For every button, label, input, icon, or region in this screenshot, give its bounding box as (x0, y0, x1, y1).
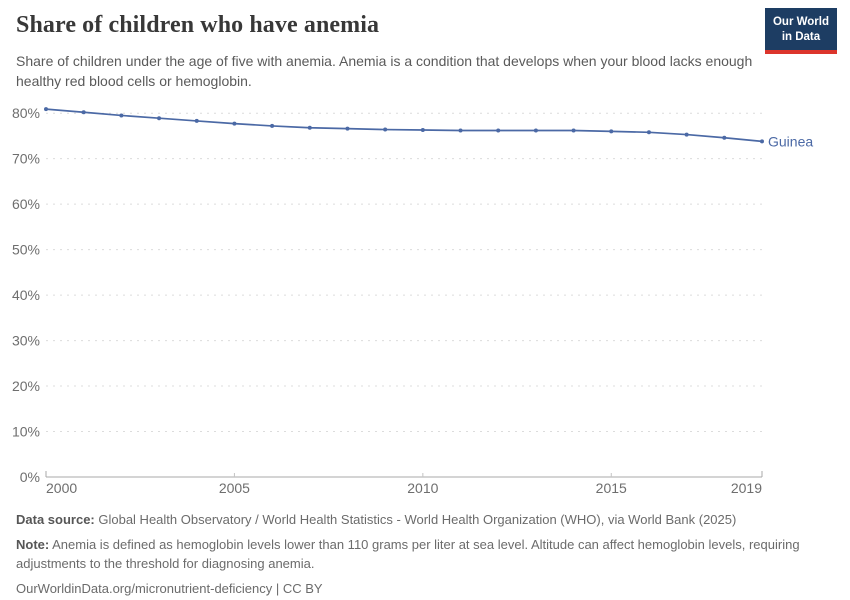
data-point[interactable] (345, 126, 350, 131)
owid-logo-line1: Our World (772, 16, 829, 28)
owid-logo[interactable]: Our World in Data (764, 8, 837, 54)
data-point[interactable] (383, 127, 388, 132)
data-point[interactable] (533, 128, 538, 133)
data-source-label: Data source: (16, 512, 95, 527)
note-text: Anemia is defined as hemoglobin levels l… (16, 537, 800, 571)
data-point[interactable] (44, 107, 48, 112)
y-axis-tick-label: 60% (12, 196, 40, 212)
data-point[interactable] (232, 121, 237, 126)
y-axis-tick-label: 50% (12, 242, 40, 258)
data-point[interactable] (646, 130, 651, 135)
data-point[interactable] (722, 135, 727, 140)
x-axis-tick-label: 2010 (407, 480, 438, 496)
series-end-label[interactable]: Guinea (768, 133, 813, 149)
data-point[interactable] (458, 128, 463, 133)
series-line-guinea[interactable] (45, 108, 763, 143)
data-point[interactable] (194, 118, 199, 123)
page-title: Share of children who have anemia (16, 12, 380, 38)
line-chart[interactable]: 0% 10% 20% 30% 40% 50% 60% 70% 80% 2000 2005 2010 20… (0, 95, 850, 500)
data-point[interactable] (157, 116, 162, 121)
chart-subtitle: Share of children under the age of five … (16, 53, 753, 89)
owid-logo-line2: in Data (781, 30, 821, 43)
data-point[interactable] (684, 132, 689, 137)
note-label: Note: (16, 537, 50, 553)
y-axis-tick-label: 70% (12, 151, 40, 167)
y-axis-tick-label: 80% (12, 105, 40, 121)
y-axis-tick-label: 30% (12, 332, 40, 348)
note-line: Note: Anemia is defined as hemoglobin le… (16, 536, 838, 573)
data-source-text: Global Health Observatory / World Health… (94, 512, 737, 527)
y-axis-tick-label: 10% (12, 423, 40, 439)
y-axis-tick-label: 20% (12, 378, 40, 394)
data-point[interactable] (270, 123, 275, 128)
x-axis-tick-label: 2019 (731, 480, 762, 496)
data-point[interactable] (571, 128, 576, 133)
y-axis-tick-label: 40% (12, 287, 40, 303)
data-point[interactable] (420, 128, 425, 133)
x-axis-tick-label: 2005 (219, 480, 250, 496)
data-point[interactable] (119, 113, 124, 118)
data-source-line: Data source: Global Health Observatory /… (16, 511, 838, 529)
y-axis-tick-label: 0% (20, 469, 40, 485)
data-point[interactable] (496, 128, 501, 133)
data-point[interactable] (81, 110, 86, 115)
chart-footer: Data source: Global Health Observatory /… (16, 511, 838, 600)
x-axis-tick-label: 2015 (596, 480, 627, 496)
data-point[interactable] (307, 125, 312, 130)
data-point[interactable] (609, 129, 614, 134)
x-axis-tick-label: 2000 (46, 480, 77, 496)
license-link[interactable]: OurWorldinData.org/micronutrient-deficie… (16, 581, 323, 597)
data-point[interactable] (760, 139, 764, 144)
